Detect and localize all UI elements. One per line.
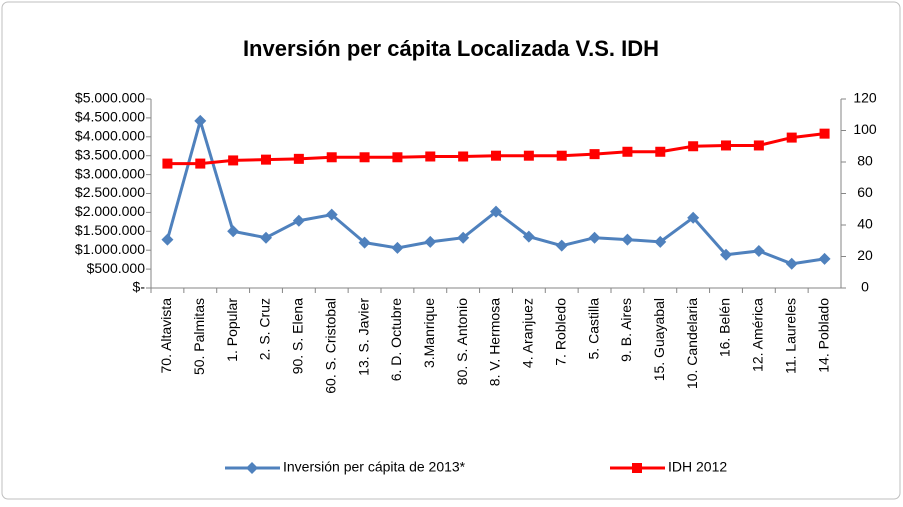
y2-tick-label: 80	[857, 153, 873, 169]
x-tick-label: 2. S. Cruz	[257, 298, 273, 360]
point	[458, 151, 469, 162]
point	[391, 241, 404, 254]
point	[228, 155, 239, 166]
y-tick-label: $2.000.000	[75, 203, 145, 219]
point	[194, 114, 207, 127]
y-tick-label: $500.000	[87, 260, 146, 276]
x-tick-label: 12. América	[750, 298, 766, 372]
point	[523, 150, 534, 161]
point	[818, 252, 831, 265]
point	[260, 231, 272, 244]
point	[555, 239, 568, 252]
y-tick-label: $-	[133, 279, 146, 295]
x-tick-label: 1. Popular	[224, 298, 240, 362]
point	[720, 248, 732, 261]
point	[654, 235, 667, 248]
x-tick-label: 4. Aranjuez	[520, 298, 536, 368]
y-tick-label: $5.000.000	[75, 90, 145, 106]
x-tick-label: 7. Robledo	[552, 298, 568, 366]
y-tick-label: $3.000.000	[75, 165, 145, 181]
x-tick-label: 11. Laureles	[782, 298, 798, 374]
point	[326, 152, 337, 163]
y2-tick-label: 60	[857, 184, 873, 200]
x-tick-label: 50. Palmitas	[191, 298, 207, 375]
point	[655, 146, 666, 157]
point	[325, 208, 338, 221]
point	[424, 235, 437, 248]
point	[162, 158, 173, 169]
point	[457, 231, 470, 244]
point	[589, 149, 600, 160]
point	[752, 244, 765, 257]
x-tick-label: 10. Candelaria	[684, 298, 700, 389]
legend-label: IDH 2012	[668, 459, 727, 475]
point	[621, 233, 634, 246]
point	[227, 225, 240, 238]
y-tick-label: $2.500.000	[75, 184, 145, 200]
x-tick-label: 16. Belén	[717, 298, 733, 357]
x-tick-label: 14. Poblado	[815, 298, 831, 373]
x-tick-label: 8. V. Hermosa	[487, 298, 503, 386]
point	[359, 152, 370, 163]
y2-tick-label: 40	[857, 216, 873, 232]
y2-tick-label: 20	[857, 247, 873, 263]
point	[491, 150, 501, 161]
point	[292, 214, 305, 227]
x-tick-label: 80. S. Antonio	[454, 298, 470, 385]
point	[785, 257, 798, 270]
y-tick-label: $1.500.000	[75, 222, 145, 238]
y-tick-label: $1.000.000	[75, 241, 145, 257]
point	[161, 233, 174, 246]
x-tick-label: 13. S. Javier	[355, 298, 371, 376]
y-tick-label: $3.500.000	[75, 146, 145, 162]
x-tick-label: 60. S. Cristobal	[322, 298, 338, 394]
x-tick-label: 15. Guayabal	[651, 298, 667, 381]
point	[622, 146, 633, 157]
point	[588, 231, 601, 244]
legend-label: Inversión per cápita de 2013*	[283, 459, 466, 475]
point	[392, 152, 403, 163]
point	[556, 150, 567, 161]
legend-marker	[246, 462, 258, 474]
legend-marker	[632, 463, 642, 473]
point	[490, 205, 502, 218]
y-tick-label: $4.000.000	[75, 128, 145, 144]
point	[688, 141, 699, 152]
point	[293, 153, 304, 164]
point	[819, 128, 830, 139]
point	[261, 154, 271, 165]
point	[753, 140, 764, 151]
x-tick-label: 5. Castilla	[585, 298, 601, 360]
point	[786, 132, 797, 143]
x-tick-label: 3.Manrique	[421, 298, 437, 368]
x-tick-label: 6. D. Octubre	[388, 298, 404, 381]
point	[522, 230, 535, 243]
x-tick-label: 9. B. Aires	[618, 298, 634, 362]
x-tick-label: 90. S. Elena	[290, 298, 306, 374]
point	[687, 211, 700, 224]
y2-tick-label: 100	[853, 121, 877, 137]
point	[358, 236, 371, 249]
y2-tick-label: 0	[861, 279, 869, 295]
point	[721, 140, 731, 151]
x-tick-label: 70. Altavista	[158, 298, 174, 374]
point	[195, 158, 206, 169]
chart-title: Inversión per cápita Localizada V.S. IDH	[243, 36, 659, 61]
y2-tick-label: 120	[853, 90, 877, 106]
y-tick-label: $4.500.000	[75, 109, 145, 125]
point	[425, 151, 436, 162]
